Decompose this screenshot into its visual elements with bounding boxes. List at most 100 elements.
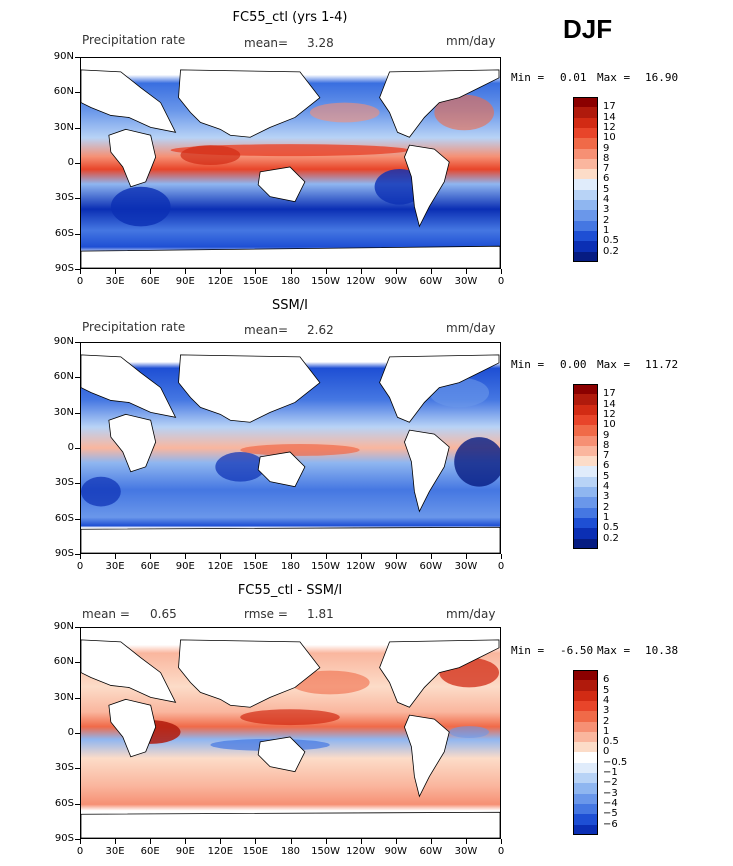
colorbar-swatch [573, 230, 598, 242]
lat-label: 90N [53, 51, 74, 62]
lon-label: 120E [207, 846, 234, 857]
max-label: Max = [597, 644, 631, 657]
colorbar-label: 8 [603, 152, 610, 164]
colorbar-swatch [573, 497, 598, 509]
min-value: 0.00 [560, 358, 587, 371]
colorbar-swatch [573, 487, 598, 498]
colorbar-label: 5 [603, 684, 610, 696]
lon-label: 150W [311, 276, 341, 287]
lat-label: 90S [54, 833, 74, 844]
colorbar-label: 17 [603, 101, 616, 113]
lon-tick [220, 554, 222, 559]
lon-tick [465, 269, 467, 274]
lon-label: 60W [419, 846, 443, 857]
lon-label: 60E [140, 846, 160, 857]
lon-tick [501, 839, 502, 844]
lon-tick [430, 269, 432, 274]
lon-label: 30W [454, 846, 478, 857]
lon-label: 90E [175, 276, 195, 287]
lat-label: 30N [53, 121, 74, 133]
lat-tick [75, 92, 80, 94]
max-label: Max = [597, 358, 631, 371]
colorbar-label: 3 [603, 491, 610, 503]
lon-tick [185, 554, 187, 559]
colorbar-label: 1 [603, 224, 610, 236]
colorbar-swatch [573, 824, 598, 836]
colorbar-swatch [573, 97, 598, 108]
lat-tick [75, 803, 80, 805]
lat-tick [75, 697, 80, 699]
map-field [81, 58, 500, 268]
lon-label: 60W [419, 561, 443, 572]
colorbar-label: −2 [603, 777, 618, 789]
units-label: mm/day [446, 321, 496, 335]
units-label: mm/day [446, 34, 496, 48]
colorbar-swatch [573, 169, 598, 180]
lon-tick [220, 839, 222, 844]
colorbar-label: 9 [603, 429, 610, 441]
colorbar-swatch [573, 793, 598, 805]
lon-label: 60E [140, 276, 160, 287]
lon-label: 90W [384, 276, 408, 287]
lon-tick [360, 554, 362, 559]
colorbar-label: 4 [603, 194, 610, 205]
lon-label: 120W [346, 276, 376, 287]
colorbar-label: 12 [603, 121, 616, 133]
lat-tick [75, 342, 80, 343]
lat-tick [75, 662, 80, 664]
variable-label: Precipitation rate [82, 33, 186, 47]
lon-label: 30W [454, 276, 478, 287]
colorbar-label: 0.2 [603, 532, 619, 544]
lon-tick [430, 554, 432, 559]
lon-label: 90E [175, 561, 195, 572]
mean-label: mean= [244, 323, 289, 337]
map-field [81, 343, 500, 553]
colorbar-swatch [573, 814, 598, 825]
colorbar-label: −5 [603, 808, 618, 820]
season-label: DJF [563, 14, 613, 44]
lat-label: 90S [54, 548, 74, 559]
lat-tick [75, 518, 80, 520]
lon-label: 150W [311, 846, 341, 857]
lat-tick [75, 554, 80, 555]
colorbar-swatch [573, 762, 598, 774]
lon-label: 150E [242, 846, 269, 857]
mean-value: 0.65 [150, 607, 177, 621]
lon-tick [80, 554, 81, 559]
lon-label: 150E [242, 276, 269, 287]
lat-label: 30S [54, 477, 74, 489]
rmse-value: 1.81 [307, 607, 334, 621]
lat-tick [75, 448, 80, 449]
min-value: 0.01 [560, 71, 587, 84]
lon-label: 30E [105, 276, 125, 287]
colorbar-swatch [573, 148, 598, 160]
lat-label: 90N [53, 621, 74, 632]
lon-label: 0 [76, 276, 84, 287]
lat-label: 60S [54, 227, 74, 239]
colorbar-swatch [573, 773, 598, 784]
lon-label: 150E [242, 561, 269, 572]
max-value: 11.72 [645, 358, 679, 371]
panel-title: SSM/I [272, 298, 308, 313]
lat-label: 60N [53, 371, 74, 383]
lon-tick [501, 554, 502, 559]
lon-label: 60W [419, 276, 443, 287]
colorbar-swatch [573, 158, 598, 170]
colorbar-label: 12 [603, 408, 616, 420]
lon-label: 180 [280, 561, 301, 572]
colorbar-label: 0.5 [603, 736, 619, 748]
colorbar-label: −1 [603, 767, 618, 778]
colorbar-label: 3 [603, 204, 610, 216]
colorbar-swatch [573, 700, 598, 712]
colorbar-swatch [573, 425, 598, 436]
colorbar-swatch [573, 138, 598, 149]
colorbar-label: 2 [603, 501, 610, 513]
lat-label: 30N [53, 691, 74, 703]
colorbar-swatch [573, 200, 598, 211]
lon-tick [360, 839, 362, 844]
lat-tick [75, 483, 80, 485]
lon-tick [80, 269, 81, 274]
colorbar-swatch [573, 384, 598, 395]
colorbar-label: 5 [603, 470, 610, 482]
colorbar-label: 7 [603, 163, 610, 175]
